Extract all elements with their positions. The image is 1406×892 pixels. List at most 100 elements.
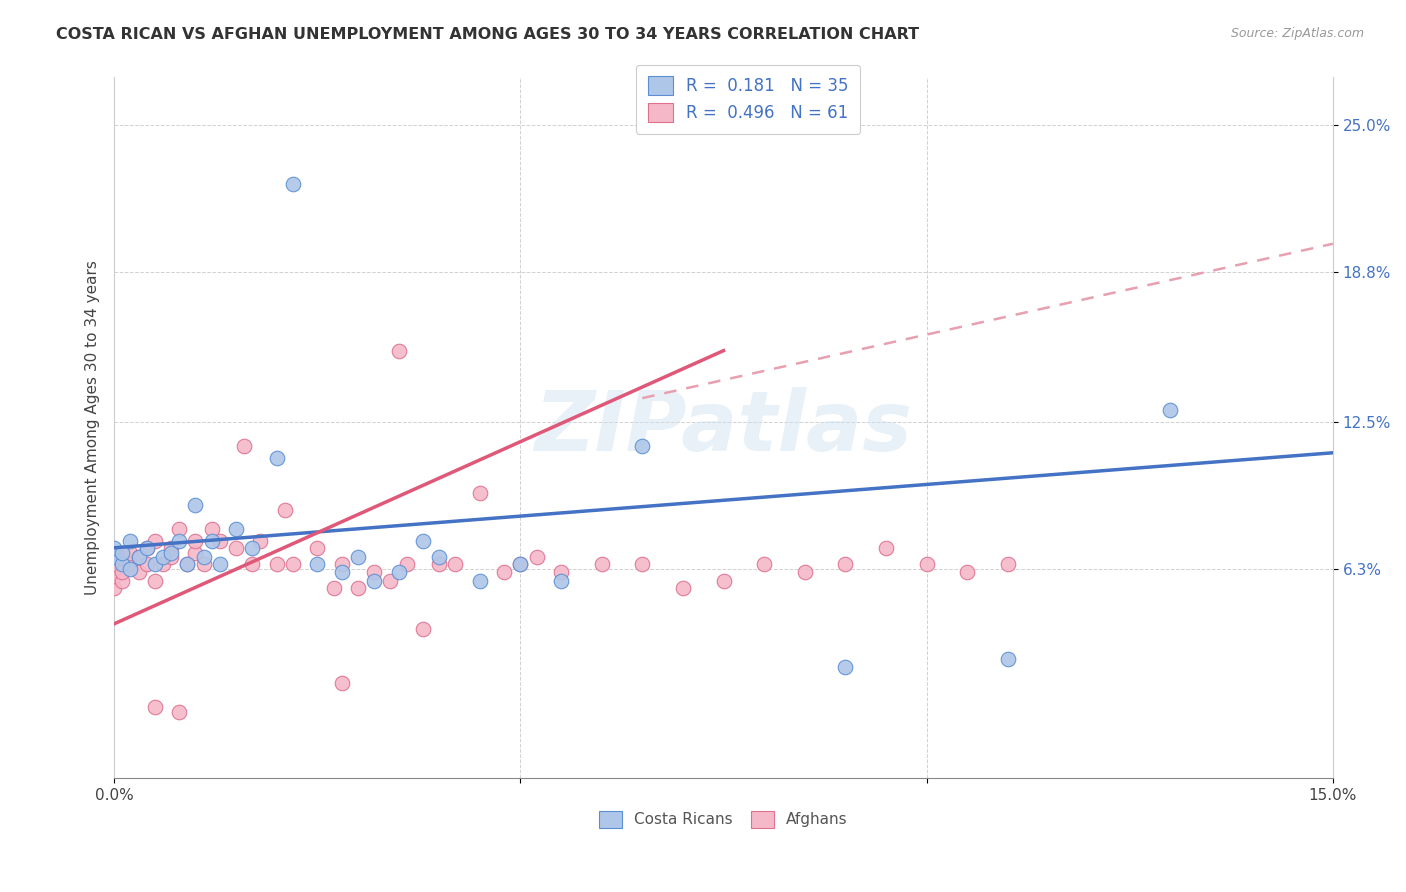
Point xyxy=(208,533,231,548)
Point xyxy=(111,545,134,559)
Point xyxy=(240,558,263,572)
Point xyxy=(793,565,815,579)
Point xyxy=(120,533,142,548)
Point xyxy=(631,439,654,453)
Point xyxy=(135,541,157,555)
Point xyxy=(143,558,166,572)
Point xyxy=(307,541,329,555)
Point xyxy=(330,558,353,572)
Point xyxy=(427,550,450,565)
Point xyxy=(103,541,125,555)
Point xyxy=(509,558,531,572)
Point xyxy=(193,550,215,565)
Point xyxy=(167,522,190,536)
Point xyxy=(412,622,434,636)
Point xyxy=(160,545,183,559)
Point xyxy=(128,550,150,565)
Text: Source: ZipAtlas.com: Source: ZipAtlas.com xyxy=(1230,27,1364,40)
Point xyxy=(225,541,247,555)
Point xyxy=(160,550,183,565)
Point xyxy=(120,558,142,572)
Point xyxy=(120,562,142,576)
Point xyxy=(266,558,288,572)
Point xyxy=(347,581,370,595)
Point xyxy=(111,550,134,565)
Point xyxy=(672,581,695,595)
Point xyxy=(322,581,344,595)
Point xyxy=(494,565,516,579)
Point xyxy=(395,558,418,572)
Point xyxy=(307,558,329,572)
Point xyxy=(176,558,198,572)
Point xyxy=(111,565,134,579)
Point xyxy=(427,558,450,572)
Point xyxy=(167,533,190,548)
Point xyxy=(143,574,166,588)
Point xyxy=(225,522,247,536)
Point xyxy=(120,545,142,559)
Point xyxy=(266,450,288,465)
Point xyxy=(111,558,134,572)
Point xyxy=(128,550,150,565)
Point xyxy=(754,558,776,572)
Point xyxy=(444,558,467,572)
Point xyxy=(184,545,207,559)
Point xyxy=(152,558,174,572)
Point xyxy=(281,178,304,192)
Point xyxy=(526,550,548,565)
Point xyxy=(249,533,271,548)
Point xyxy=(135,558,157,572)
Point xyxy=(281,558,304,572)
Point xyxy=(997,558,1019,572)
Point xyxy=(387,565,409,579)
Point xyxy=(550,574,572,588)
Point xyxy=(412,533,434,548)
Point xyxy=(167,705,190,719)
Point xyxy=(233,439,256,453)
Point xyxy=(103,558,125,572)
Point xyxy=(176,558,198,572)
Point xyxy=(201,522,224,536)
Point xyxy=(834,558,856,572)
Point xyxy=(330,565,353,579)
Point xyxy=(143,700,166,714)
Point xyxy=(713,574,735,588)
Point xyxy=(135,541,157,555)
Point xyxy=(550,565,572,579)
Point xyxy=(201,533,224,548)
Point xyxy=(997,652,1019,666)
Point xyxy=(184,498,207,512)
Point xyxy=(103,581,125,595)
Point xyxy=(875,541,897,555)
Point xyxy=(1159,403,1181,417)
Point xyxy=(240,541,263,555)
Y-axis label: Unemployment Among Ages 30 to 34 years: Unemployment Among Ages 30 to 34 years xyxy=(86,260,100,595)
Point xyxy=(509,558,531,572)
Point xyxy=(468,486,491,500)
Point xyxy=(468,574,491,588)
Point xyxy=(363,565,385,579)
Point xyxy=(103,569,125,583)
Point xyxy=(103,550,125,565)
Point xyxy=(915,558,938,572)
Text: COSTA RICAN VS AFGHAN UNEMPLOYMENT AMONG AGES 30 TO 34 YEARS CORRELATION CHART: COSTA RICAN VS AFGHAN UNEMPLOYMENT AMONG… xyxy=(56,27,920,42)
Legend: Costa Ricans, Afghans: Costa Ricans, Afghans xyxy=(593,805,853,834)
Point xyxy=(208,558,231,572)
Point xyxy=(591,558,613,572)
Point xyxy=(631,558,654,572)
Text: ZIPatlas: ZIPatlas xyxy=(534,387,912,468)
Point xyxy=(330,676,353,690)
Point xyxy=(128,565,150,579)
Point xyxy=(347,550,370,565)
Point xyxy=(387,343,409,358)
Point xyxy=(956,565,979,579)
Point xyxy=(160,541,183,555)
Point xyxy=(184,533,207,548)
Point xyxy=(111,574,134,588)
Point xyxy=(143,533,166,548)
Point xyxy=(152,550,174,565)
Point xyxy=(274,503,297,517)
Point xyxy=(380,574,402,588)
Point xyxy=(834,659,856,673)
Point xyxy=(193,558,215,572)
